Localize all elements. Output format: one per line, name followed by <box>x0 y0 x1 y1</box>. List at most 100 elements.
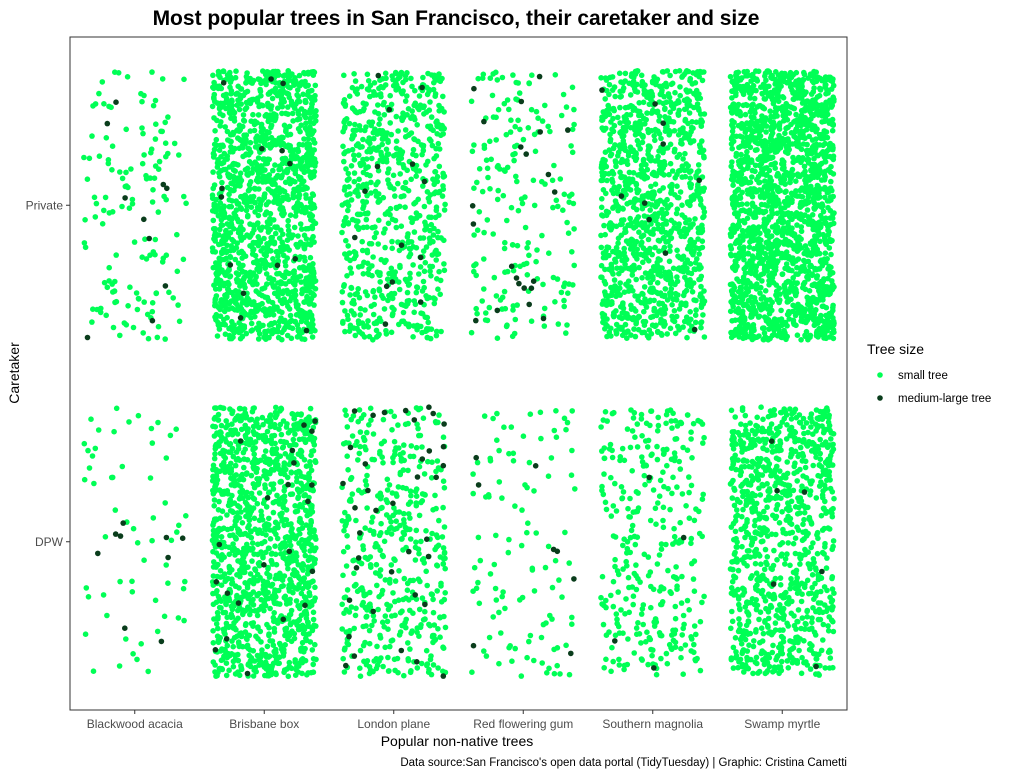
point-london-plane-dpw-small-tree <box>361 658 367 665</box>
point-brisbane-box-private-small-tree <box>284 270 291 276</box>
point-brisbane-box-private-small-tree <box>218 207 224 214</box>
point-blackwood-acacia-dpw-small-tree <box>86 465 93 471</box>
point-brisbane-box-private-medium-large-tree <box>218 194 225 200</box>
point-red-flowering-gum-private-medium-large-tree <box>530 278 537 285</box>
point-blackwood-acacia-private-small-tree <box>152 236 159 243</box>
point-blackwood-acacia-private-small-tree <box>101 279 108 286</box>
point-london-plane-private-small-tree <box>369 155 375 162</box>
point-brisbane-box-private-small-tree <box>227 230 234 236</box>
point-london-plane-private-small-tree <box>373 92 380 98</box>
point-london-plane-dpw-small-tree <box>355 418 362 425</box>
point-brisbane-box-dpw-small-tree <box>255 636 261 642</box>
point-london-plane-dpw-small-tree <box>384 618 391 625</box>
point-red-flowering-gum-private-small-tree <box>541 323 548 329</box>
point-brisbane-box-private-small-tree <box>254 120 260 126</box>
point-red-flowering-gum-private-small-tree <box>471 185 477 191</box>
point-london-plane-private-small-tree <box>392 217 399 224</box>
point-london-plane-private-small-tree <box>441 267 448 274</box>
point-brisbane-box-private-small-tree <box>255 170 262 177</box>
point-red-flowering-gum-private-small-tree <box>565 290 571 297</box>
point-red-flowering-gum-dpw-medium-large-tree <box>532 463 539 469</box>
point-london-plane-private-small-tree <box>413 245 420 251</box>
point-london-plane-dpw-small-tree <box>357 665 363 671</box>
point-red-flowering-gum-private-small-tree <box>515 117 521 124</box>
point-london-plane-dpw-small-tree <box>433 419 439 426</box>
point-london-plane-dpw-medium-large-tree <box>352 505 358 511</box>
point-blackwood-acacia-private-small-tree <box>91 194 98 201</box>
point-london-plane-private-small-tree <box>396 159 402 166</box>
point-london-plane-dpw-small-tree <box>396 632 403 638</box>
point-london-plane-dpw-small-tree <box>413 539 419 545</box>
point-red-flowering-gum-private-small-tree <box>552 72 559 78</box>
point-london-plane-private-small-tree <box>339 299 346 306</box>
point-brisbane-box-private-small-tree <box>210 84 216 91</box>
point-blackwood-acacia-private-medium-large-tree <box>149 317 156 324</box>
point-london-plane-dpw-small-tree <box>340 441 347 447</box>
point-london-plane-private-small-tree <box>398 223 405 229</box>
point-brisbane-box-private-small-tree <box>264 335 270 341</box>
point-brisbane-box-dpw-small-tree <box>220 447 226 454</box>
point-london-plane-dpw-small-tree <box>371 531 377 537</box>
point-london-plane-private-small-tree <box>428 138 434 144</box>
point-london-plane-dpw-small-tree <box>344 533 350 539</box>
point-red-flowering-gum-dpw-medium-large-tree <box>550 546 557 553</box>
point-brisbane-box-dpw-small-tree <box>246 632 253 639</box>
point-brisbane-box-private-small-tree <box>277 189 283 196</box>
point-london-plane-private-small-tree <box>343 237 349 244</box>
point-brisbane-box-private-small-tree <box>303 267 310 274</box>
point-brisbane-box-private-small-tree <box>310 136 317 143</box>
point-brisbane-box-private-small-tree <box>215 319 221 326</box>
point-brisbane-box-private-small-tree <box>236 328 242 334</box>
point-brisbane-box-private-small-tree <box>277 139 284 145</box>
point-london-plane-private-small-tree <box>420 235 427 241</box>
point-london-plane-private-small-tree <box>372 126 378 132</box>
point-london-plane-dpw-small-tree <box>436 517 442 524</box>
point-brisbane-box-dpw-small-tree <box>250 648 257 654</box>
point-london-plane-private-small-tree <box>383 331 390 337</box>
point-brisbane-box-private-small-tree <box>247 186 253 192</box>
point-red-flowering-gum-private-small-tree <box>491 274 498 281</box>
point-southern-magnolia-private-small-tree <box>667 243 673 250</box>
point-brisbane-box-private-small-tree <box>242 284 248 291</box>
point-brisbane-box-private-small-tree <box>313 118 319 124</box>
point-brisbane-box-private-small-tree <box>258 93 264 99</box>
point-brisbane-box-dpw-small-tree <box>266 522 272 528</box>
point-london-plane-private-small-tree <box>396 321 402 328</box>
point-brisbane-box-private-small-tree <box>209 192 216 198</box>
point-red-flowering-gum-dpw-small-tree <box>569 447 575 454</box>
point-london-plane-private-small-tree <box>398 193 405 200</box>
point-brisbane-box-dpw-small-tree <box>246 605 253 612</box>
point-brisbane-box-dpw-small-tree <box>216 665 223 672</box>
point-brisbane-box-dpw-small-tree <box>291 630 298 637</box>
point-brisbane-box-private-small-tree <box>212 286 219 292</box>
point-brisbane-box-private-small-tree <box>216 170 222 176</box>
point-london-plane-private-small-tree <box>402 179 409 186</box>
point-brisbane-box-private-small-tree <box>241 275 247 282</box>
point-london-plane-private-small-tree <box>393 145 400 152</box>
point-london-plane-private-small-tree <box>339 229 345 236</box>
chart-title: Most popular trees in San Francisco, the… <box>153 7 760 30</box>
point-london-plane-private-small-tree <box>375 110 382 117</box>
point-brisbane-box-dpw-small-tree <box>312 458 319 464</box>
point-london-plane-private-small-tree <box>363 199 370 205</box>
point-london-plane-private-small-tree <box>390 76 396 83</box>
point-london-plane-private-small-tree <box>397 171 404 177</box>
point-brisbane-box-private-small-tree <box>264 129 270 135</box>
point-london-plane-dpw-small-tree <box>434 563 441 569</box>
point-brisbane-box-dpw-small-tree <box>311 527 317 533</box>
point-brisbane-box-private-small-tree <box>220 112 226 119</box>
point-brisbane-box-private-small-tree <box>302 299 308 305</box>
point-london-plane-private-medium-large-tree <box>375 72 382 79</box>
point-london-plane-dpw-small-tree <box>340 548 347 555</box>
point-brisbane-box-private-small-tree <box>300 178 307 184</box>
point-southern-magnolia-private-small-tree <box>687 261 694 267</box>
point-london-plane-private-small-tree <box>341 158 347 165</box>
point-brisbane-box-private-small-tree <box>279 172 285 179</box>
point-brisbane-box-private-small-tree <box>303 281 309 288</box>
point-southern-magnolia-private-small-tree <box>601 312 608 318</box>
point-red-flowering-gum-private-small-tree <box>503 131 510 138</box>
point-brisbane-box-dpw-small-tree <box>271 629 278 635</box>
point-london-plane-dpw-medium-large-tree <box>440 443 447 450</box>
point-blackwood-acacia-dpw-small-tree <box>165 580 171 586</box>
point-brisbane-box-dpw-small-tree <box>245 564 251 570</box>
